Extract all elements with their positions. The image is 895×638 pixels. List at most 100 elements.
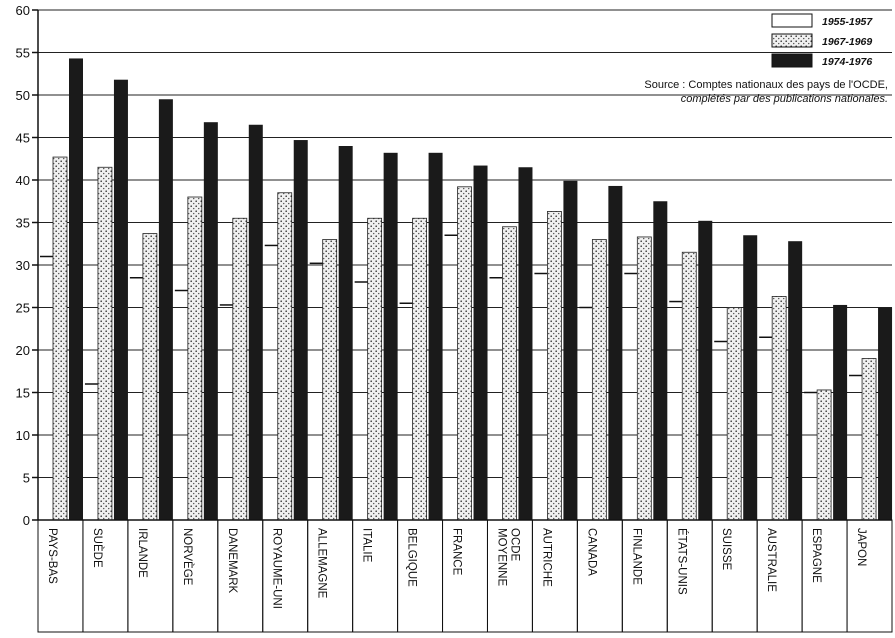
bar-1974-1976 <box>428 152 443 521</box>
category-cell <box>172 519 219 633</box>
source-line-1: Source : Comptes nationaux des pays de l… <box>644 79 888 91</box>
y-tick-label: 5 <box>23 471 30 486</box>
category-label: ALLEMAGNE <box>316 528 328 599</box>
y-tick-label: 15 <box>16 386 30 401</box>
y-tick-label: 35 <box>16 216 30 231</box>
y-tick-label: 10 <box>16 428 30 443</box>
bar-1967-1969 <box>861 358 877 521</box>
bar-1967-1969 <box>52 156 68 521</box>
category-label: CANADA <box>585 528 597 576</box>
category-label: NORVÈGE <box>181 528 194 586</box>
bar-1974-1976 <box>113 79 128 520</box>
bar-1974-1976 <box>338 146 353 520</box>
y-tick-label: 55 <box>16 46 30 61</box>
bar-1974-1976 <box>698 220 713 521</box>
bar-1974-1976 <box>833 304 848 520</box>
y-tick-label: 60 <box>16 3 30 18</box>
category-cell <box>846 519 893 633</box>
category-cell <box>397 519 444 633</box>
category-label: PAYS-BAS <box>46 528 58 584</box>
bar-1974-1976 <box>563 180 578 520</box>
bar-1967-1969 <box>457 186 472 521</box>
bar-1967-1969 <box>502 226 517 521</box>
category-label: ROYAUME-UNI <box>271 528 283 609</box>
bar-1974-1976 <box>653 201 668 520</box>
bar-1967-1969 <box>97 166 113 521</box>
legend-label: 1967-1969 <box>822 36 872 48</box>
category-cell <box>801 519 848 633</box>
legend-swatch <box>771 53 813 68</box>
category-label: IRLANDE <box>136 528 148 578</box>
bar-1974-1976 <box>203 122 218 520</box>
y-tick-label: 0 <box>23 513 30 528</box>
category-label: BELGIQUE <box>406 528 418 587</box>
legend-swatch <box>771 13 813 28</box>
category-cell <box>127 519 174 633</box>
category-label: SUISSE <box>720 528 732 571</box>
y-tick-label: 40 <box>16 173 30 188</box>
bar-1967-1969 <box>547 211 562 521</box>
y-axis: 0 5 10 15 20 25 30 35 40 45 50 55 60 <box>16 3 39 528</box>
bar-1967-1969 <box>771 296 787 521</box>
bar-1967-1969 <box>591 239 607 521</box>
bar-1967-1969 <box>367 217 383 521</box>
category-label: DANEMARK <box>226 528 238 594</box>
legend: 1955-1957 1967-1969 1974-1976 <box>771 13 873 68</box>
category-label: SUÈDE <box>91 528 104 568</box>
y-tick-label: 30 <box>16 258 30 273</box>
bar-1974-1976 <box>383 152 398 521</box>
bar-1974-1976 <box>608 185 623 520</box>
bar-1974-1976 <box>69 58 83 520</box>
category-cell <box>576 519 623 633</box>
bar-1967-1969 <box>322 239 338 521</box>
y-tick-label: 25 <box>16 301 30 316</box>
bar-1967-1969 <box>816 389 832 521</box>
category-label: FINLANDE <box>630 528 642 585</box>
category-cell <box>217 519 264 633</box>
bar-1967-1969 <box>726 307 742 521</box>
category-cell <box>82 519 129 633</box>
bar-1967-1969 <box>412 217 427 521</box>
category-label: AUTRICHE <box>540 528 552 587</box>
category-label: MOYENNEOCDE <box>495 528 520 586</box>
bar-1967-1969 <box>681 251 697 521</box>
category-cell <box>666 519 713 633</box>
bar-1974-1976 <box>518 167 533 520</box>
bar-1974-1976 <box>473 165 488 521</box>
bar-1967-1969 <box>636 236 652 521</box>
category-cell <box>307 519 354 633</box>
category-label: ITALIE <box>361 528 373 563</box>
bar-1974-1976 <box>878 307 893 520</box>
bar-1974-1976 <box>743 235 758 520</box>
y-tick-label: 45 <box>16 131 30 146</box>
bar-1967-1969 <box>142 233 158 521</box>
category-label: ÉTATS-UNIS <box>675 528 688 595</box>
y-tick-label: 20 <box>16 343 30 358</box>
category-label: ESPAGNE <box>810 528 822 583</box>
category-cell <box>756 519 803 633</box>
x-axis: PAYS-BAS SUÈDE IRLANDE NORVÈGE DANEMARK ROYAU… <box>37 519 893 633</box>
bar-1974-1976 <box>293 140 308 521</box>
category-cell <box>621 519 668 633</box>
bar-1974-1976 <box>158 99 173 520</box>
bar-1967-1969 <box>232 217 248 521</box>
bar-1974-1976 <box>248 124 263 520</box>
category-cell <box>442 519 488 633</box>
legend-label: 1974-1976 <box>822 56 872 68</box>
category-label: FRANCE <box>451 528 463 576</box>
category-label: AUSTRALIE <box>765 528 777 592</box>
bar-1974-1976 <box>788 241 803 520</box>
legend-label: 1955-1957 <box>822 16 873 28</box>
category-cell <box>262 519 309 633</box>
category-cell <box>531 519 578 633</box>
bar-1967-1969 <box>277 192 293 521</box>
source-line-2: complétés par des publications nationale… <box>681 93 888 105</box>
category-cell <box>37 519 84 633</box>
bars <box>40 58 893 521</box>
y-tick-label: 50 <box>16 88 30 103</box>
category-cell <box>352 519 399 633</box>
category-cell <box>711 519 758 633</box>
legend-swatch <box>771 33 813 48</box>
bar-1967-1969 <box>187 196 203 521</box>
